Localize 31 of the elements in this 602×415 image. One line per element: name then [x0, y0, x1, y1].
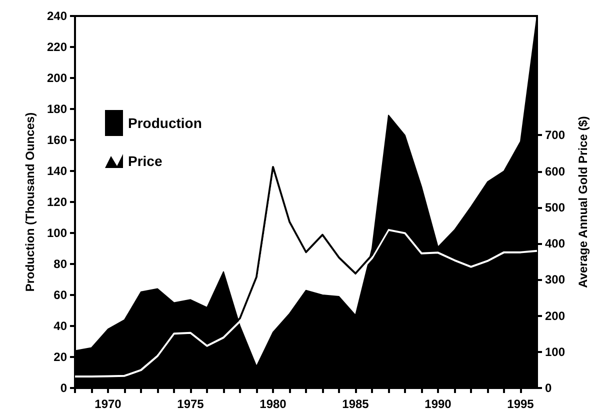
y-tick-label: 140	[46, 164, 68, 178]
legend-label: Production	[128, 115, 202, 131]
y-tick-label: 20	[54, 350, 68, 364]
y2-tick-label: 0	[545, 381, 552, 395]
y-tick-label: 60	[54, 288, 68, 302]
y2-tick-label: 500	[545, 200, 566, 214]
y2-tick-label: 300	[545, 272, 566, 287]
x-tick-label: 1985	[342, 397, 370, 411]
y2-tick-label: 600	[545, 164, 566, 178]
x-tick-label: 1975	[177, 397, 204, 411]
x-tick-label: 1995	[507, 397, 534, 411]
y-tick-label: 200	[46, 71, 68, 85]
y2-tick-label: 200	[545, 308, 566, 323]
y-tick-label: 0	[60, 381, 68, 395]
x-tick-label: 1990	[424, 397, 452, 411]
y-tick-label: 220	[46, 40, 68, 54]
y-axis-title: Production (Thousand Ounces)	[23, 112, 38, 292]
y-tick-label: 40	[54, 319, 68, 333]
y2-tick-label: 100	[545, 344, 566, 359]
y-tick-label: 160	[46, 133, 68, 147]
y-tick-label: 100	[46, 226, 68, 240]
x-tick-label: 1980	[260, 397, 287, 411]
y-tick-label: 120	[46, 195, 68, 209]
y2-tick-label: 400	[545, 236, 566, 251]
y-tick-label: 80	[54, 257, 68, 271]
y2-tick-label: 700	[545, 128, 566, 142]
y2-axis-title: Average Annual Gold Price ($)	[576, 116, 590, 288]
y-tick-label: 240	[46, 9, 68, 23]
y-tick-label: 180	[46, 102, 68, 116]
legend-label: Price	[128, 153, 162, 169]
x-tick-label: 1970	[94, 397, 122, 411]
